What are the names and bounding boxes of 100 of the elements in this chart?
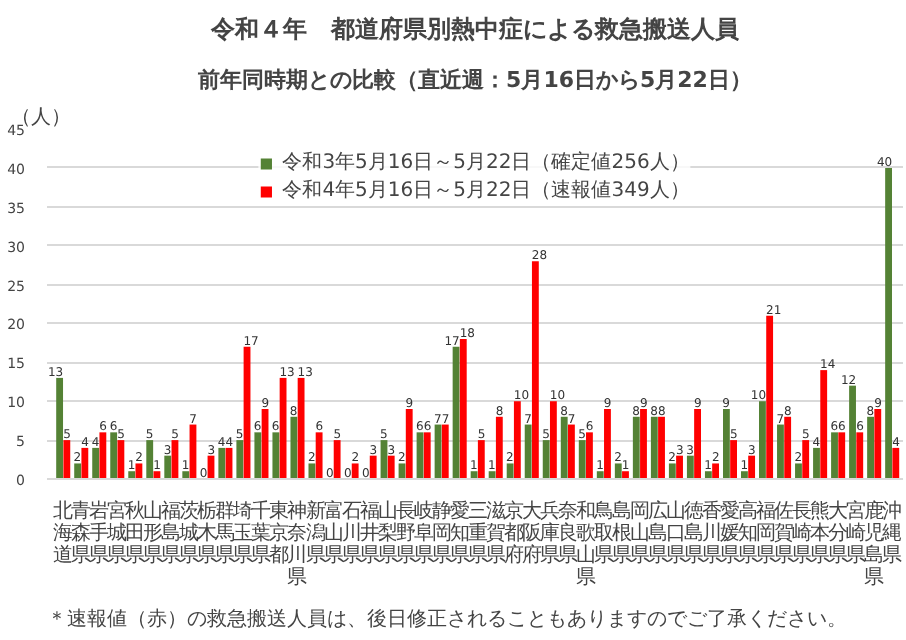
bar [622,471,629,479]
x-tick-label: 奈良県 [557,501,578,567]
x-tick-label: 愛媛県 [720,499,740,567]
bar [831,432,838,479]
bar [759,401,766,479]
x-tick-label: 徳島県 [683,501,704,567]
bar [236,440,244,479]
bar [542,440,550,479]
bar [766,315,774,479]
x-tick-label: 青森県 [71,499,92,567]
bar [777,424,784,479]
x-tick-label: 広島県 [647,499,668,567]
bar [740,471,748,479]
x-tick-label: 島根県 [611,499,632,567]
bar [578,440,586,479]
bar [495,416,503,479]
x-tick-label: 岩手県 [89,499,110,567]
bar [506,463,514,479]
bar [290,416,298,479]
bar [128,471,136,479]
x-tick-label: 山形県 [143,499,164,567]
bar [567,424,575,479]
bar [524,424,532,479]
bar [604,409,611,479]
x-tick-label: 滋賀県 [485,499,506,567]
bar [135,463,143,479]
bar [704,471,712,479]
bar [874,409,882,479]
bar [820,370,828,479]
x-tick-label: 埼玉県 [231,499,254,567]
bar [459,339,467,479]
x-tick-label: 山梨県 [377,499,398,567]
bar [560,416,568,479]
x-tick-label: 鳥取県 [591,499,614,567]
x-tick-label: 秋田県 [125,499,146,567]
bar [813,447,820,479]
bar [686,455,694,479]
bar [867,416,874,479]
bar [308,463,316,479]
bar [423,432,431,479]
x-tick-label: 佐賀県 [774,501,795,567]
bar [297,377,305,479]
bar [254,432,262,479]
chart-subtitle: 前年同時期との比較（直近週：5月16日から5月22日） [196,67,752,93]
bar [885,167,893,479]
x-tick-label: 栃木県 [197,499,218,567]
x-tick-label: 富山県 [323,499,344,567]
bar [63,440,71,479]
bar [650,416,658,479]
x-tick-label: 大分県 [828,499,849,567]
x-tick-label: 岐阜県 [413,499,434,567]
bar [730,440,738,479]
legend-label: 令和3年5月16日～5月22日（確定値256人） [282,149,690,176]
x-tick-label: 京都府 [503,499,524,567]
x-tick-label: 福島県 [161,499,182,567]
x-tick-label: 岡山県 [629,501,650,567]
bar [632,416,640,479]
text: ＊速報値（赤）の救急搬送人員は、後日修正されることもありますのでご了承ください。 [47,607,847,631]
bar [856,432,864,479]
bar [892,447,900,479]
bar [802,440,810,479]
bar [596,471,604,479]
bar [146,440,154,479]
x-tick-label: 香川県 [701,499,722,567]
x-tick-label: 福岡県 [756,499,777,567]
bar [838,432,846,479]
bar [722,409,730,479]
bar [694,409,701,479]
x-tick-label: 山口県 [665,499,686,567]
bar [351,463,359,479]
x-tick-label: 和歌山県 [575,499,596,589]
x-tick-label: 宮崎県 [846,499,867,567]
x-tick-label: 沖縄県 [880,499,903,567]
x-tick-label: 石川県 [341,501,362,567]
x-tick-label: 大阪府 [521,499,542,567]
bar [405,409,413,479]
bar [452,346,460,479]
bar [92,447,100,479]
bar [531,261,539,479]
bar [81,447,89,479]
bar [117,440,125,479]
chart-title: 令和４年 都道府県別熱中症による救急搬送人員 [209,15,741,43]
bar [614,463,622,479]
x-tick-label: 愛知県 [449,499,470,567]
bar [387,455,395,479]
x-tick-label: 茨城県 [177,499,200,567]
bar [182,471,190,479]
x-tick-label: 鹿児島県 [864,499,885,589]
bar [784,416,792,479]
x-tick-label: 神奈川県 [287,499,308,589]
x-tick-label: 熊本県 [810,499,831,567]
bar [586,432,593,479]
x-tick-label: 宮城県 [105,499,128,567]
bar [795,463,802,479]
x-tick-label: 東京都 [269,499,290,567]
x-tick-label: 群馬県 [213,499,236,567]
x-tick-label: 北海道 [53,499,74,567]
bar [668,463,676,479]
bar [333,440,341,479]
bar [748,455,756,479]
